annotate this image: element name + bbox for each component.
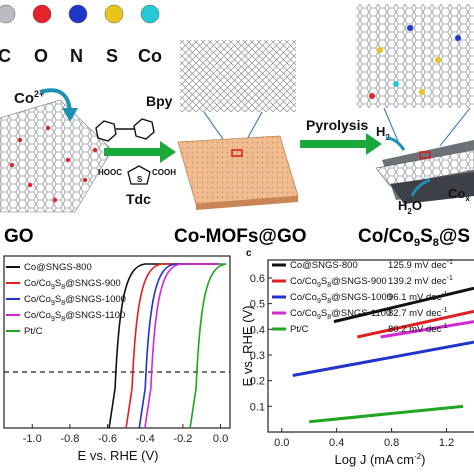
left-series-line [125,263,219,429]
left-x-axis-label: E vs. RHE (V) [78,448,159,463]
atom-s-swatch [104,4,124,24]
left-series-line [138,263,219,429]
left-plot-frame [3,255,231,429]
atom-s-label: S [106,46,118,66]
left-series-line [189,263,227,429]
right-ytick-label: 0.6 [250,273,265,285]
tdc-left-group: HOOC [98,168,122,177]
atom-o-swatch [32,4,52,24]
right-ytick-label: 0.3 [250,350,265,362]
atom-n-swatch [68,4,88,24]
bpy-label: Bpy [146,93,173,109]
right-ytick-label: 0.5 [250,299,265,311]
right-legend-entry: Pt/C [290,324,309,335]
right-xtick-label: 0.8 [384,437,399,449]
green-arrow [104,141,176,163]
right-legend-entry: Co@SNGS-800 [290,260,358,271]
right-series-line [309,404,464,424]
right-x-axis-label: Log J (mA cm-2) [335,452,426,467]
left-legend-entry: Pt/C [24,326,43,337]
tdc-molecule [127,165,151,185]
right-legend-tafel: 139.2 mV dec-1 [388,275,453,287]
product-lattice [356,4,474,108]
atom-c-label: C [0,46,11,66]
right-legend-entry: Co/Co9S8@SNGS-1100 [290,308,391,321]
left-xtick-label: -1.0 [23,433,42,445]
svg-text:S: S [137,175,143,184]
product-sheets [375,140,474,204]
polarization-chart: -1.0 -0.8 -0.6 -0.4 -0.2 0.0 E vs. RHE (V) Co@S… [3,255,231,463]
left-legend-entry: Co/Co9S8@SNGS-1000 [24,294,126,307]
pyrolysis-arrow [300,133,382,155]
bpy-molecule [95,118,155,142]
right-legend-tafel: 82.7 mV dec-1 [388,307,448,319]
co-ion-label: Co2+ [14,89,44,107]
right-series-line [333,286,474,324]
right-series-line [380,320,474,339]
atom-co-swatch [140,4,160,24]
right-legend-tafel: 125.9 mV dec-1 [388,259,453,271]
caption-product: Co/Co9S8@S [358,226,470,249]
left-xtick-label: -0.4 [136,433,155,445]
right-legend-tafel: 96.1 mV dec-1 [388,291,448,303]
tdc-label: Tdc [126,191,151,207]
h2o-label: H2O [398,198,422,216]
left-xtick-label: -0.6 [98,433,117,445]
co-fragment-label: Cox [448,186,470,203]
right-xtick-label: 0.4 [329,437,344,449]
right-ytick-label: 0.4 [250,324,265,336]
left-xtick-label: -0.2 [173,433,192,445]
mof-slab [177,135,299,210]
left-xtick-label: 0.0 [213,433,228,445]
caption-comofs: Co-MOFs@GO [174,226,307,247]
atom-co-label: Co [138,46,162,66]
left-legend-entry: Co/Co9S8@SNGS-900 [24,278,121,291]
left-series-line [108,263,219,429]
pyrolysis-label: Pyrolysis [306,117,368,133]
atom-legend: C O N S Co [0,4,162,66]
atom-c-swatch [0,4,16,24]
mof-lattice [180,40,296,112]
tafel-chart: c 0.0 0.4 0.8 1.2 0.6 0.5 0.4 0.3 0.2 0.1 E vs. RHE… [240,248,474,467]
panel-letter: c [246,248,252,259]
right-ytick-label: 0.1 [250,401,265,413]
go-sheet [0,99,113,213]
right-ytick-label: 0.2 [250,376,265,388]
right-plot-frame [267,259,474,433]
left-series-line [144,263,219,429]
atom-n-label: N [70,46,83,66]
right-xtick-label: 0.0 [274,437,289,449]
left-legend-entry: Co@SNGS-800 [24,262,92,273]
caption-go: GO [4,226,34,247]
right-series-line [356,309,474,339]
right-series-line [292,340,474,377]
right-legend-entry: Co/Co9S8@SNGS-1000 [290,292,392,305]
right-legend-entry: Co/Co9S8@SNGS-900 [290,276,387,289]
atom-o-label: O [34,46,48,66]
right-xtick-label: 1.2 [439,437,454,449]
right-y-axis-label: E vs. RHE (V) [240,306,255,387]
co-ion-arrow [39,88,72,113]
right-legend-tafel: 80.2 mV dec-1 [388,323,448,335]
left-xtick-label: -0.8 [60,433,79,445]
left-legend-entry: Co/Co9S8@SNGS-1100 [24,310,125,323]
tdc-right-group: COOH [152,168,176,177]
